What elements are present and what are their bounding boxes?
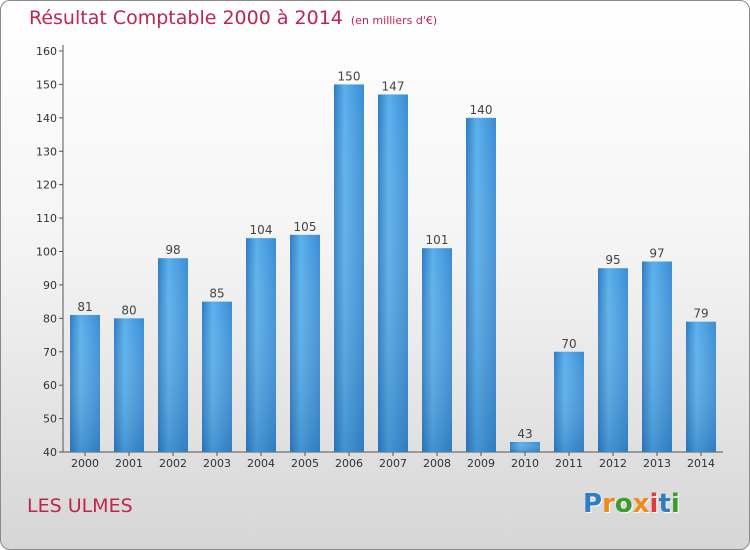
bar-value-label: 105 bbox=[294, 220, 317, 234]
chart-title: Résultat Comptable 2000 à 2014 (en millie… bbox=[29, 7, 437, 29]
y-tick-label: 130 bbox=[36, 145, 57, 158]
bar-value-label: 79 bbox=[693, 307, 708, 321]
bar-shade bbox=[466, 117, 496, 452]
bars bbox=[70, 84, 716, 453]
bar-shade bbox=[114, 318, 144, 452]
bar-shade bbox=[246, 238, 276, 452]
y-tick-label: 70 bbox=[43, 346, 57, 359]
bar-shade bbox=[290, 234, 320, 452]
bar-shade bbox=[598, 268, 628, 452]
bar-value-label: 104 bbox=[250, 223, 273, 237]
bar-value-label: 81 bbox=[77, 300, 92, 314]
bar-value-label: 140 bbox=[470, 103, 493, 117]
y-tick-label: 150 bbox=[36, 78, 57, 91]
y-tick-label: 110 bbox=[36, 212, 57, 225]
x-tick-label: 2012 bbox=[599, 457, 627, 470]
bar-shade bbox=[158, 258, 188, 452]
logo-letter: i bbox=[670, 489, 680, 519]
bar-value-label: 80 bbox=[121, 303, 136, 317]
logo-letter: i bbox=[649, 489, 659, 519]
bar-value-label: 101 bbox=[426, 233, 449, 247]
bar-shade bbox=[642, 261, 672, 452]
logo-letter: P bbox=[583, 489, 603, 519]
y-tick-label: 120 bbox=[36, 179, 57, 192]
y-tick-label: 80 bbox=[43, 312, 57, 325]
bar-value-label: 97 bbox=[649, 247, 664, 261]
bar-shade bbox=[70, 314, 100, 452]
x-tick-label: 2013 bbox=[643, 457, 671, 470]
y-tick-label: 100 bbox=[36, 246, 57, 259]
chart-title-text: Résultat Comptable 2000 à 2014 bbox=[29, 7, 343, 29]
y-tick-label: 160 bbox=[36, 45, 57, 58]
x-tick-label: 2004 bbox=[247, 457, 275, 470]
y-tick-label: 40 bbox=[43, 446, 57, 459]
x-tick-label: 2000 bbox=[71, 457, 99, 470]
bar-value-label: 98 bbox=[165, 243, 180, 257]
x-tick-label: 2001 bbox=[115, 457, 143, 470]
y-tick-label: 60 bbox=[43, 379, 57, 392]
logo-letter: t bbox=[658, 489, 671, 519]
y-tick-label: 90 bbox=[43, 279, 57, 292]
x-tick-label: 2002 bbox=[159, 457, 187, 470]
bar-shade bbox=[202, 301, 232, 452]
x-tick-label: 2008 bbox=[423, 457, 451, 470]
x-tick-label: 2005 bbox=[291, 457, 319, 470]
value-labels: 81 80 98 85 104 105 150 147 101 140 43 70 95 97 79 bbox=[77, 69, 708, 441]
x-tick-label: 2011 bbox=[555, 457, 583, 470]
bar-shade bbox=[554, 351, 584, 452]
x-tick-label: 2003 bbox=[203, 457, 231, 470]
bar-value-label: 147 bbox=[382, 79, 405, 93]
proxiti-logo[interactable]: Proxiti bbox=[583, 489, 680, 519]
x-tick-label: 2009 bbox=[467, 457, 495, 470]
commune-name: LES ULMES bbox=[27, 495, 133, 517]
x-tick-label: 2007 bbox=[379, 457, 407, 470]
bar-value-label: 95 bbox=[605, 253, 620, 267]
chart-unit-label: (en milliers d'€) bbox=[350, 14, 438, 27]
bar-shade bbox=[334, 84, 364, 453]
bar-value-label: 43 bbox=[517, 427, 532, 441]
bar-value-label: 85 bbox=[209, 287, 224, 301]
bar-value-label: 70 bbox=[561, 337, 576, 351]
logo-letter: o bbox=[614, 489, 633, 519]
y-tick-label: 140 bbox=[36, 112, 57, 125]
bar-shade bbox=[686, 321, 716, 452]
y-tick-label: 50 bbox=[43, 413, 57, 426]
bar-value-label: 150 bbox=[338, 69, 361, 83]
x-tick-label: 2006 bbox=[335, 457, 363, 470]
x-tick-label: 2010 bbox=[511, 457, 539, 470]
logo-letter: r bbox=[602, 489, 615, 519]
logo-letter: x bbox=[632, 489, 650, 519]
bar-shade bbox=[510, 441, 540, 452]
x-tick-label: 2014 bbox=[687, 457, 715, 470]
bar-shade bbox=[378, 94, 408, 453]
bar-shade bbox=[422, 248, 452, 452]
